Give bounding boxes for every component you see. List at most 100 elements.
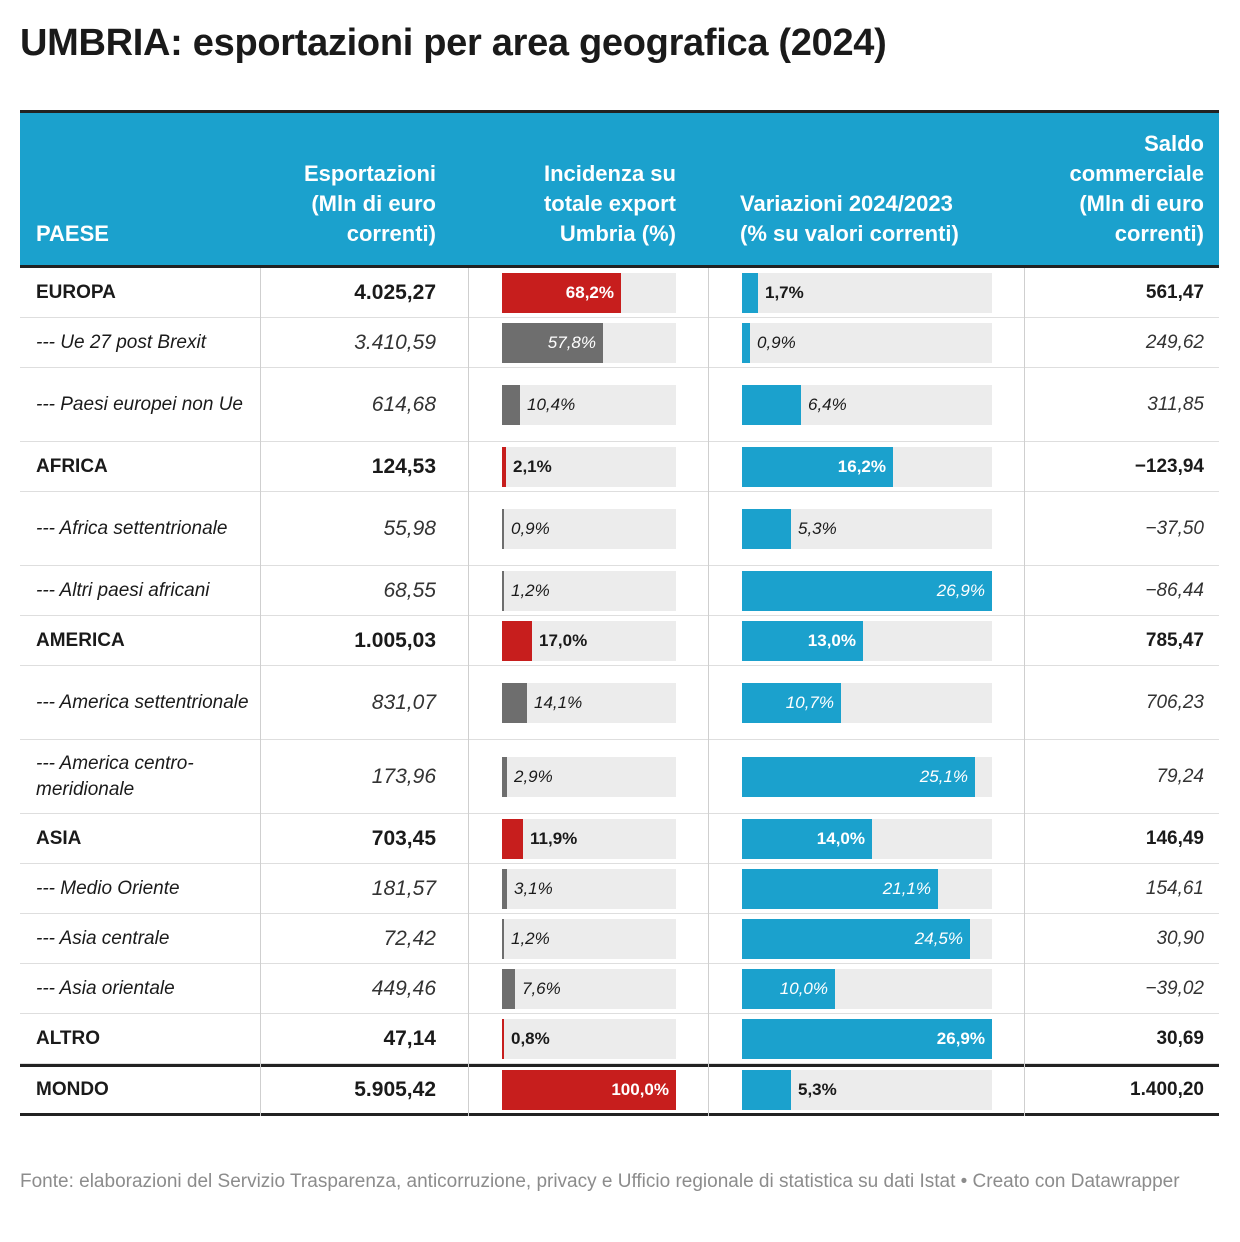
incidenza-cell: 2,9% bbox=[502, 740, 676, 813]
country-name: --- Ue 27 post Brexit bbox=[36, 331, 206, 353]
variazione-cell: 5,3% bbox=[742, 492, 992, 565]
variazione-track: 25,1% bbox=[742, 756, 992, 797]
variazione-track: 26,9% bbox=[742, 570, 992, 611]
export-value: 449,46 bbox=[371, 976, 436, 1000]
incidenza-bar bbox=[502, 918, 504, 959]
table-row: ASIA 703,45 11,9% 14,0% 146,49 bbox=[20, 814, 1219, 864]
incidenza-bar bbox=[502, 818, 523, 859]
variazione-bar bbox=[742, 756, 975, 797]
variazione-cell: 25,1% bbox=[742, 740, 992, 813]
variazione-label: 1,7% bbox=[765, 282, 804, 302]
export-value: 47,14 bbox=[383, 1026, 436, 1050]
variazione-bar bbox=[742, 968, 835, 1009]
incidenza-track: 68,2% bbox=[502, 272, 676, 313]
incidenza-track: 0,9% bbox=[502, 508, 676, 549]
variazione-cell: 16,2% bbox=[742, 442, 992, 491]
variazione-label: 10,7% bbox=[785, 692, 834, 712]
incidenza-bar bbox=[502, 1018, 504, 1059]
variazione-cell: 5,3% bbox=[742, 1067, 992, 1113]
table-row: --- America settentrionale 831,07 14,1% 10,… bbox=[20, 666, 1219, 740]
country-name: --- Asia centrale bbox=[36, 927, 170, 949]
incidenza-cell: 7,6% bbox=[502, 964, 676, 1013]
incidenza-label: 1,2% bbox=[511, 580, 550, 600]
table-row: ALTRO 47,14 0,8% 26,9% 30,69 bbox=[20, 1014, 1219, 1064]
incidenza-cell: 0,8% bbox=[502, 1014, 676, 1063]
header-variazioni: Variazioni 2024/2023 (% su valori corren… bbox=[740, 191, 959, 246]
variazione-track: 26,9% bbox=[742, 1018, 992, 1059]
table-header: PAESE Esportazioni (Mln di euro correnti… bbox=[20, 110, 1219, 268]
export-value: 831,07 bbox=[371, 690, 436, 714]
variazione-track: 0,9% bbox=[742, 322, 992, 363]
incidenza-cell: 2,1% bbox=[502, 442, 676, 491]
incidenza-cell: 100,0% bbox=[502, 1067, 676, 1113]
incidenza-bar bbox=[502, 1070, 676, 1110]
variazione-bar bbox=[742, 818, 872, 859]
export-value: 68,55 bbox=[383, 578, 436, 602]
table-row: --- America centro-meridionale 173,96 2,9%… bbox=[20, 740, 1219, 814]
country-name: --- Asia orientale bbox=[36, 977, 175, 999]
table-row: --- Altri paesi africani 68,55 1,2% 26,9% −8… bbox=[20, 566, 1219, 616]
header-saldo: Saldo commerciale (Mln di euro correnti) bbox=[1069, 131, 1204, 246]
table-row: --- Paesi europei non Ue 614,68 10,4% 6,4% 3… bbox=[20, 368, 1219, 442]
saldo-value: 249,62 bbox=[1145, 331, 1204, 353]
incidenza-track: 1,2% bbox=[502, 918, 676, 959]
variazione-label: 24,5% bbox=[914, 928, 963, 948]
incidenza-bar bbox=[502, 968, 515, 1009]
variazione-bar bbox=[742, 918, 970, 959]
header-incidenza: Incidenza su totale export Umbria (%) bbox=[543, 161, 676, 246]
variazione-label: 13,0% bbox=[807, 630, 856, 650]
variazione-label: 10,0% bbox=[779, 978, 828, 998]
export-value: 703,45 bbox=[371, 826, 436, 850]
column-divider bbox=[708, 268, 709, 1116]
incidenza-track: 14,1% bbox=[502, 682, 676, 723]
export-value: 614,68 bbox=[371, 392, 436, 416]
variazione-bar bbox=[742, 570, 992, 611]
variazione-track: 13,0% bbox=[742, 620, 992, 661]
saldo-value: 146,49 bbox=[1145, 827, 1204, 849]
incidenza-track: 17,0% bbox=[502, 620, 676, 661]
variazione-track: 14,0% bbox=[742, 818, 992, 859]
country-name: --- Paesi europei non Ue bbox=[36, 393, 243, 415]
incidenza-label: 7,6% bbox=[522, 978, 561, 998]
variazione-track: 6,4% bbox=[742, 384, 992, 425]
saldo-value: −86,44 bbox=[1145, 579, 1204, 601]
variazione-label: 25,1% bbox=[919, 766, 968, 786]
table-row: EUROPA 4.025,27 68,2% 1,7% 561,47 bbox=[20, 268, 1219, 318]
variazione-track: 5,3% bbox=[742, 1070, 992, 1110]
variazione-bar bbox=[742, 1070, 791, 1110]
incidenza-label: 14,1% bbox=[534, 692, 583, 712]
saldo-value: 311,85 bbox=[1147, 393, 1204, 415]
variazione-label: 5,3% bbox=[798, 518, 837, 538]
export-value: 3.410,59 bbox=[354, 330, 436, 354]
country-name: ASIA bbox=[36, 827, 82, 849]
variazione-bar bbox=[742, 868, 938, 909]
incidenza-label: 68,2% bbox=[565, 282, 614, 302]
variazione-label: 16,2% bbox=[837, 456, 886, 476]
variazione-track: 24,5% bbox=[742, 918, 992, 959]
column-divider bbox=[468, 268, 469, 1116]
incidenza-bar bbox=[502, 272, 621, 313]
incidenza-track: 7,6% bbox=[502, 968, 676, 1009]
incidenza-track: 0,8% bbox=[502, 1018, 676, 1059]
country-name: AMERICA bbox=[36, 629, 125, 651]
saldo-value: 79,24 bbox=[1156, 765, 1204, 787]
export-value: 5.905,42 bbox=[354, 1078, 436, 1101]
incidenza-cell: 11,9% bbox=[502, 814, 676, 863]
incidenza-cell: 1,2% bbox=[502, 914, 676, 963]
chart-title: UMBRIA: esportazioni per area geografica… bbox=[20, 22, 887, 64]
variazione-track: 10,7% bbox=[742, 682, 992, 723]
incidenza-label: 2,9% bbox=[514, 766, 553, 786]
table-row: --- Africa settentrionale 55,98 0,9% 5,3% −3… bbox=[20, 492, 1219, 566]
export-value: 55,98 bbox=[383, 516, 436, 540]
saldo-value: 706,23 bbox=[1145, 691, 1204, 713]
incidenza-label: 100,0% bbox=[611, 1080, 669, 1099]
saldo-value: −123,94 bbox=[1134, 455, 1204, 477]
saldo-value: −37,50 bbox=[1145, 517, 1204, 539]
incidenza-cell: 3,1% bbox=[502, 864, 676, 913]
table-row: AMERICA 1.005,03 17,0% 13,0% 785,47 bbox=[20, 616, 1219, 666]
incidenza-track: 57,8% bbox=[502, 322, 676, 363]
country-name: --- Altri paesi africani bbox=[36, 579, 210, 601]
country-name: MONDO bbox=[36, 1079, 109, 1100]
variazione-bar bbox=[742, 272, 758, 313]
incidenza-cell: 0,9% bbox=[502, 492, 676, 565]
